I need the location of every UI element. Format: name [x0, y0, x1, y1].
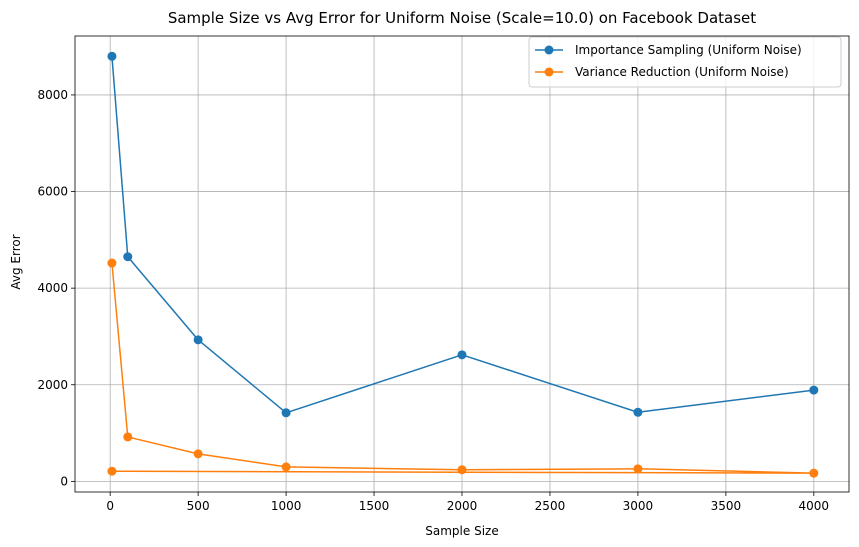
y-tick-label: 2000 [37, 378, 68, 392]
data-point-series-0 [457, 350, 467, 360]
grid [75, 36, 849, 492]
legend-box [528, 36, 842, 88]
x-tick-label: 4000 [799, 499, 830, 513]
x-tick-label: 0 [106, 499, 114, 513]
data-point-series-1 [107, 258, 117, 268]
data-point-series-1 [123, 432, 133, 442]
x-tick-label: 3500 [711, 499, 742, 513]
y-axis-label: Avg Error [9, 234, 23, 289]
data-point-series-0 [123, 252, 133, 262]
x-tick-label: 3000 [623, 499, 654, 513]
y-tick-label: 4000 [37, 281, 68, 295]
data-point-series-1 [281, 462, 291, 472]
data-point-series-1 [457, 465, 467, 475]
x-tick-label: 1500 [359, 499, 390, 513]
series-layer [107, 51, 819, 478]
chart-title: Sample Size vs Avg Error for Uniform Noi… [168, 9, 756, 27]
x-tick-label: 2000 [447, 499, 478, 513]
legend-label: Importance Sampling (Uniform Noise) [575, 43, 802, 57]
legend-marker [544, 67, 554, 77]
data-point-series-0 [809, 385, 819, 395]
data-point-series-1 [633, 464, 643, 474]
data-point-series-0 [633, 407, 643, 417]
x-axis-ticks: 0 500 1000 1500 2000 2500 3000 3500 4000 [106, 492, 829, 513]
legend-label: Variance Reduction (Uniform Noise) [575, 65, 789, 79]
x-tick-label: 1000 [271, 499, 302, 513]
data-point-series-1 [107, 466, 117, 476]
data-point-series-0 [193, 335, 203, 345]
data-point-series-1 [809, 468, 819, 478]
legend: Importance Sampling (Uniform Noise) Vari… [528, 36, 842, 88]
x-tick-label: 2500 [535, 499, 566, 513]
data-point-series-1 [193, 449, 203, 459]
data-point-series-0 [107, 51, 117, 61]
y-tick-label: 6000 [37, 185, 68, 199]
y-tick-label: 0 [60, 474, 68, 488]
legend-entry-variance-reduction: Variance Reduction (Uniform Noise) [535, 65, 789, 79]
legend-marker [544, 45, 554, 55]
legend-entry-importance-sampling: Importance Sampling (Uniform Noise) [535, 43, 802, 57]
series-line-1 [111, 262, 815, 474]
x-axis-label: Sample Size [425, 524, 498, 538]
x-tick-label: 500 [187, 499, 210, 513]
data-point-series-0 [281, 408, 291, 418]
y-tick-label: 8000 [37, 88, 68, 102]
y-axis-ticks: 0 2000 4000 6000 8000 [37, 88, 75, 488]
